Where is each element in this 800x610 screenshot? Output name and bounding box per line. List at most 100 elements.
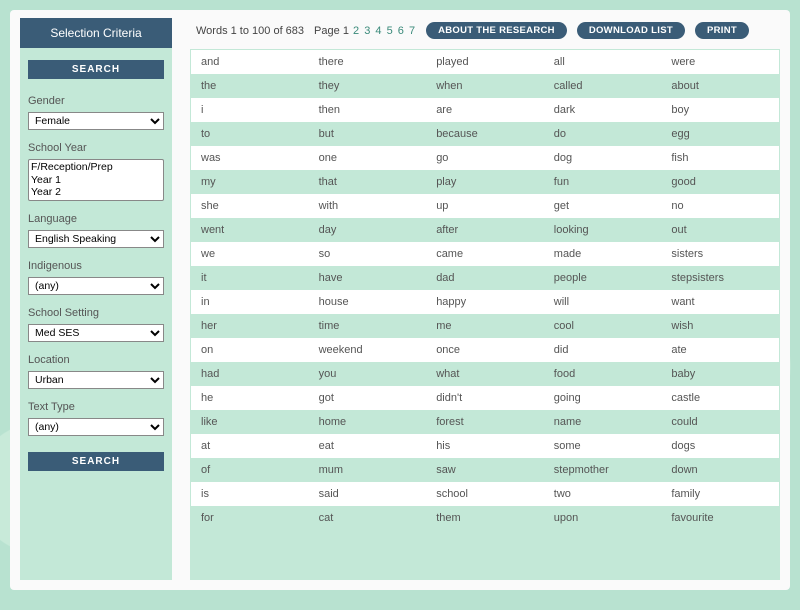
table-row: hegotdidn'tgoingcastle bbox=[191, 386, 779, 410]
word-cell: happy bbox=[426, 290, 544, 314]
table-row: andthereplayedallwere bbox=[191, 50, 779, 74]
table-row: likehomeforestnamecould bbox=[191, 410, 779, 434]
word-cell: me bbox=[426, 314, 544, 338]
word-cell: some bbox=[544, 434, 662, 458]
page-link[interactable]: 2 bbox=[353, 25, 359, 37]
word-cell: want bbox=[661, 290, 779, 314]
word-cell: down bbox=[661, 458, 779, 482]
word-cell: but bbox=[309, 122, 427, 146]
word-cell: we bbox=[191, 242, 309, 266]
word-cell: home bbox=[309, 410, 427, 434]
word-cell: ate bbox=[661, 338, 779, 362]
word-cell: will bbox=[544, 290, 662, 314]
word-cell: upon bbox=[544, 506, 662, 530]
search-button-bottom[interactable]: SEARCH bbox=[28, 452, 164, 471]
word-cell: go bbox=[426, 146, 544, 170]
word-cell: good bbox=[661, 170, 779, 194]
download-button[interactable]: DOWNLOAD LIST bbox=[577, 22, 685, 39]
word-cell: called bbox=[544, 74, 662, 98]
word-cell: dogs bbox=[661, 434, 779, 458]
label-gender: Gender bbox=[28, 95, 164, 107]
word-cell: he bbox=[191, 386, 309, 410]
word-cell: all bbox=[544, 50, 662, 74]
word-cell: forest bbox=[426, 410, 544, 434]
word-cell: boy bbox=[661, 98, 779, 122]
word-cell: of bbox=[191, 458, 309, 482]
word-cell: looking bbox=[544, 218, 662, 242]
table-row: inhousehappywillwant bbox=[191, 290, 779, 314]
table-row: hadyouwhatfoodbaby bbox=[191, 362, 779, 386]
word-cell: my bbox=[191, 170, 309, 194]
word-cell: play bbox=[426, 170, 544, 194]
word-cell: no bbox=[661, 194, 779, 218]
word-cell: baby bbox=[661, 362, 779, 386]
word-cell: dark bbox=[544, 98, 662, 122]
word-cell: played bbox=[426, 50, 544, 74]
word-cell: because bbox=[426, 122, 544, 146]
word-cell: one bbox=[309, 146, 427, 170]
word-cell: mum bbox=[309, 458, 427, 482]
table-row: wesocamemadesisters bbox=[191, 242, 779, 266]
word-cell: cat bbox=[309, 506, 427, 530]
word-cell: egg bbox=[661, 122, 779, 146]
word-cell: went bbox=[191, 218, 309, 242]
word-cell: came bbox=[426, 242, 544, 266]
page-label: Page bbox=[314, 25, 340, 37]
word-cell: on bbox=[191, 338, 309, 362]
word-cell: saw bbox=[426, 458, 544, 482]
word-cell: house bbox=[309, 290, 427, 314]
pager: Page 1 2 3 4 5 6 7 bbox=[314, 25, 416, 37]
select-text-type[interactable]: (any) bbox=[28, 418, 164, 436]
table-row: ithavedadpeoplestepsisters bbox=[191, 266, 779, 290]
select-gender[interactable]: Female bbox=[28, 112, 164, 130]
page-link[interactable]: 5 bbox=[387, 25, 393, 37]
word-cell: so bbox=[309, 242, 427, 266]
word-cell: get bbox=[544, 194, 662, 218]
word-cell: weekend bbox=[309, 338, 427, 362]
search-button-top[interactable]: SEARCH bbox=[28, 60, 164, 79]
select-school-year[interactable]: F/Reception/Prep Year 1 Year 2 bbox=[28, 159, 164, 201]
page-link[interactable]: 6 bbox=[398, 25, 404, 37]
word-cell: do bbox=[544, 122, 662, 146]
sidebar-header: Selection Criteria bbox=[20, 18, 172, 48]
page-link[interactable]: 3 bbox=[364, 25, 370, 37]
label-indigenous: Indigenous bbox=[28, 260, 164, 272]
word-cell: and bbox=[191, 50, 309, 74]
print-button[interactable]: PRINT bbox=[695, 22, 749, 39]
select-indigenous[interactable]: (any) bbox=[28, 277, 164, 295]
word-cell: they bbox=[309, 74, 427, 98]
word-cell: made bbox=[544, 242, 662, 266]
select-location[interactable]: Urban bbox=[28, 371, 164, 389]
word-cell: about bbox=[661, 74, 779, 98]
table-row: mythatplayfungood bbox=[191, 170, 779, 194]
word-cell: dad bbox=[426, 266, 544, 290]
word-cell: was bbox=[191, 146, 309, 170]
label-school-setting: School Setting bbox=[28, 307, 164, 319]
table-row: shewithupgetno bbox=[191, 194, 779, 218]
word-cell: were bbox=[661, 50, 779, 74]
word-cell: time bbox=[309, 314, 427, 338]
word-cell: didn't bbox=[426, 386, 544, 410]
select-school-setting[interactable]: Med SES bbox=[28, 324, 164, 342]
page-link[interactable]: 4 bbox=[375, 25, 381, 37]
table-row: wasonegodogfish bbox=[191, 146, 779, 170]
word-grid: andthereplayedallwerethetheywhencalledab… bbox=[190, 49, 780, 580]
table-row: hertimemecoolwish bbox=[191, 314, 779, 338]
about-button[interactable]: ABOUT THE RESEARCH bbox=[426, 22, 567, 39]
table-row: ateathissomedogs bbox=[191, 434, 779, 458]
select-language[interactable]: English Speaking bbox=[28, 230, 164, 248]
table-row: issaidschooltwofamily bbox=[191, 482, 779, 506]
label-language: Language bbox=[28, 213, 164, 225]
topbar: Words 1 to 100 of 683 Page 1 2 3 4 5 6 7… bbox=[190, 18, 780, 49]
word-cell: then bbox=[309, 98, 427, 122]
word-cell: dog bbox=[544, 146, 662, 170]
table-row: thetheywhencalledabout bbox=[191, 74, 779, 98]
word-cell: she bbox=[191, 194, 309, 218]
word-cell: once bbox=[426, 338, 544, 362]
word-cell: after bbox=[426, 218, 544, 242]
label-location: Location bbox=[28, 354, 164, 366]
word-cell: said bbox=[309, 482, 427, 506]
word-cell: like bbox=[191, 410, 309, 434]
page-link[interactable]: 7 bbox=[409, 25, 415, 37]
word-cell: name bbox=[544, 410, 662, 434]
